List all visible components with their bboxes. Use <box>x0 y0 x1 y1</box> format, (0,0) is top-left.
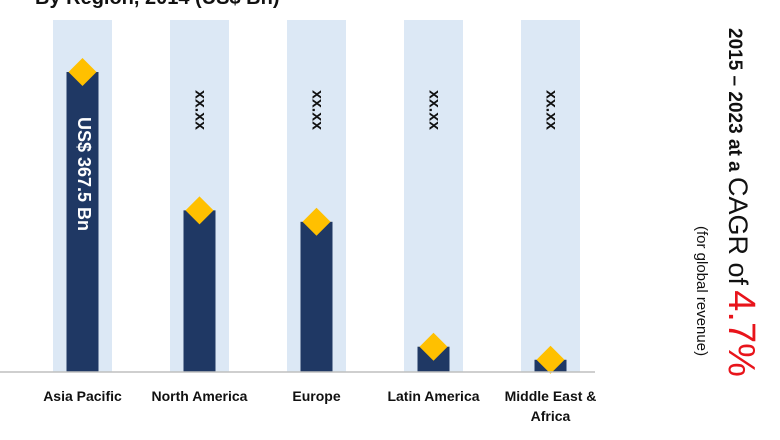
diamond-marker <box>419 332 448 361</box>
category-label: Europe <box>292 388 340 404</box>
diamond-marker <box>536 345 565 374</box>
column-band <box>521 20 580 372</box>
diamond-marker <box>68 58 97 86</box>
bar <box>66 72 99 372</box>
category-label: Africa <box>531 408 571 424</box>
cagr-value: 4.7% <box>720 290 762 377</box>
cagr-text: 2015 – 2023 at a CAGR of 4.7% <box>719 28 762 377</box>
cagr-label: CAGR of <box>723 176 753 285</box>
data-label: US$ 367.5 Bn <box>74 117 94 231</box>
cagr-period: 2015 – 2023 at a <box>724 28 745 172</box>
diamond-marker <box>302 207 331 236</box>
data-label: xx.xx <box>425 90 442 130</box>
category-label: Middle East & <box>505 388 597 404</box>
chart-title: By Region, 2014 (US$ Bn) <box>35 0 280 10</box>
bar <box>183 210 216 372</box>
category-label: Asia Pacific <box>43 388 122 404</box>
data-label: xx.xx <box>308 90 325 130</box>
data-label: xx.xx <box>542 90 559 130</box>
category-label: North America <box>152 388 248 404</box>
diamond-marker <box>185 196 214 225</box>
data-label: xx.xx <box>191 90 208 130</box>
bar <box>300 221 333 372</box>
bar-chart: US$ 367.5 Bn Asia Pacific xx.xx North Ameri… <box>0 20 597 424</box>
cagr-note: (for global revenue) <box>693 226 710 357</box>
category-label: Latin America <box>387 388 479 404</box>
cagr-annotation: 2015 – 2023 at a CAGR of 4.7% (for globa… <box>693 28 780 388</box>
column-band <box>404 20 463 372</box>
